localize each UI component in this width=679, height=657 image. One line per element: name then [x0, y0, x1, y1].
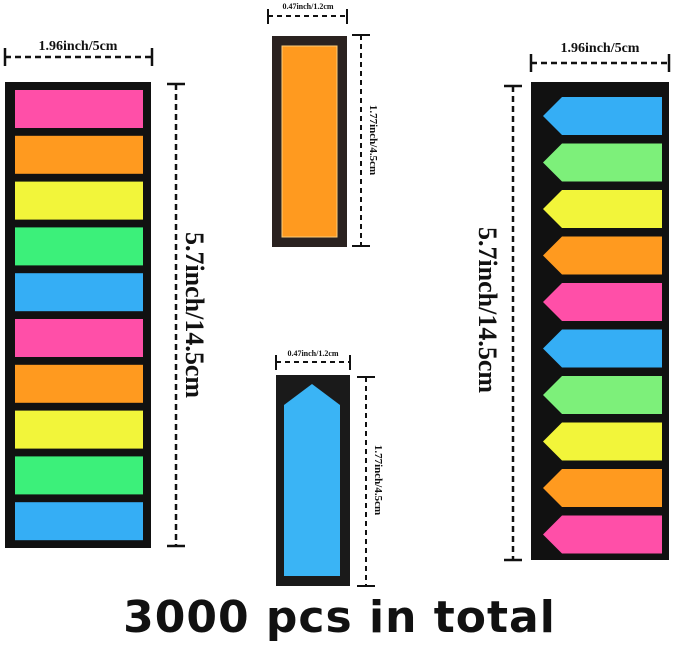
- left-width-dimension: [3, 48, 154, 66]
- single-arrow-tab: [284, 384, 340, 576]
- single-arrow-height-dimension: [357, 376, 375, 587]
- left-height-dimension: [167, 82, 185, 548]
- left-tab-3: [15, 181, 143, 220]
- left-width-label: 1.96inch/5cm: [39, 39, 118, 54]
- right-arrow-tab-2: [543, 143, 662, 182]
- single-arrow-height-label: 1.77inch/4.5cm: [372, 445, 384, 515]
- left-tab-5: [15, 273, 143, 312]
- left-tab-6: [15, 319, 143, 357]
- right-arrow-tab-9: [543, 469, 662, 507]
- single-arrow-width-label: 0.47inch/1.2cm: [287, 349, 338, 358]
- left-tab-7: [15, 364, 143, 403]
- right-arrow-tab-1: [543, 97, 662, 135]
- left-tab-4: [15, 227, 143, 266]
- left-tab-1: [15, 90, 143, 128]
- right-arrow-tab-4: [543, 236, 662, 275]
- right-width-label: 1.96inch/5cm: [561, 41, 640, 56]
- right-pack-tabs: [543, 97, 662, 554]
- single-rect-width-dimension: [267, 9, 348, 24]
- right-arrow-tab-7: [543, 376, 662, 414]
- right-arrow-tab-6: [543, 329, 662, 368]
- single-rect-height-dimension: [352, 34, 370, 247]
- right-arrow-tab-8: [543, 422, 662, 461]
- single-rect-width-label: 0.47inch/1.2cm: [282, 2, 333, 11]
- right-arrow-tab-10: [543, 515, 662, 554]
- single-rect-tab: [281, 45, 338, 238]
- right-arrow-tab-3: [543, 190, 662, 228]
- right-arrow-tab-5: [543, 283, 662, 321]
- left-tab-2: [15, 135, 143, 174]
- left-pack-tabs: [15, 90, 143, 541]
- right-height-label: 5.7inch/14.5cm: [473, 227, 502, 393]
- right-width-dimension: [529, 54, 671, 72]
- single-arrow-width-dimension: [275, 355, 351, 370]
- right-height-dimension: [504, 84, 522, 562]
- left-tab-8: [15, 410, 143, 449]
- left-height-label: 5.7inch/14.5cm: [180, 232, 209, 398]
- single-rect-height-label: 1.77inch/4.5cm: [367, 105, 379, 175]
- left-tab-10: [15, 502, 143, 541]
- left-tab-9: [15, 456, 143, 495]
- total-count-caption: 3000 pcs in total: [123, 592, 556, 643]
